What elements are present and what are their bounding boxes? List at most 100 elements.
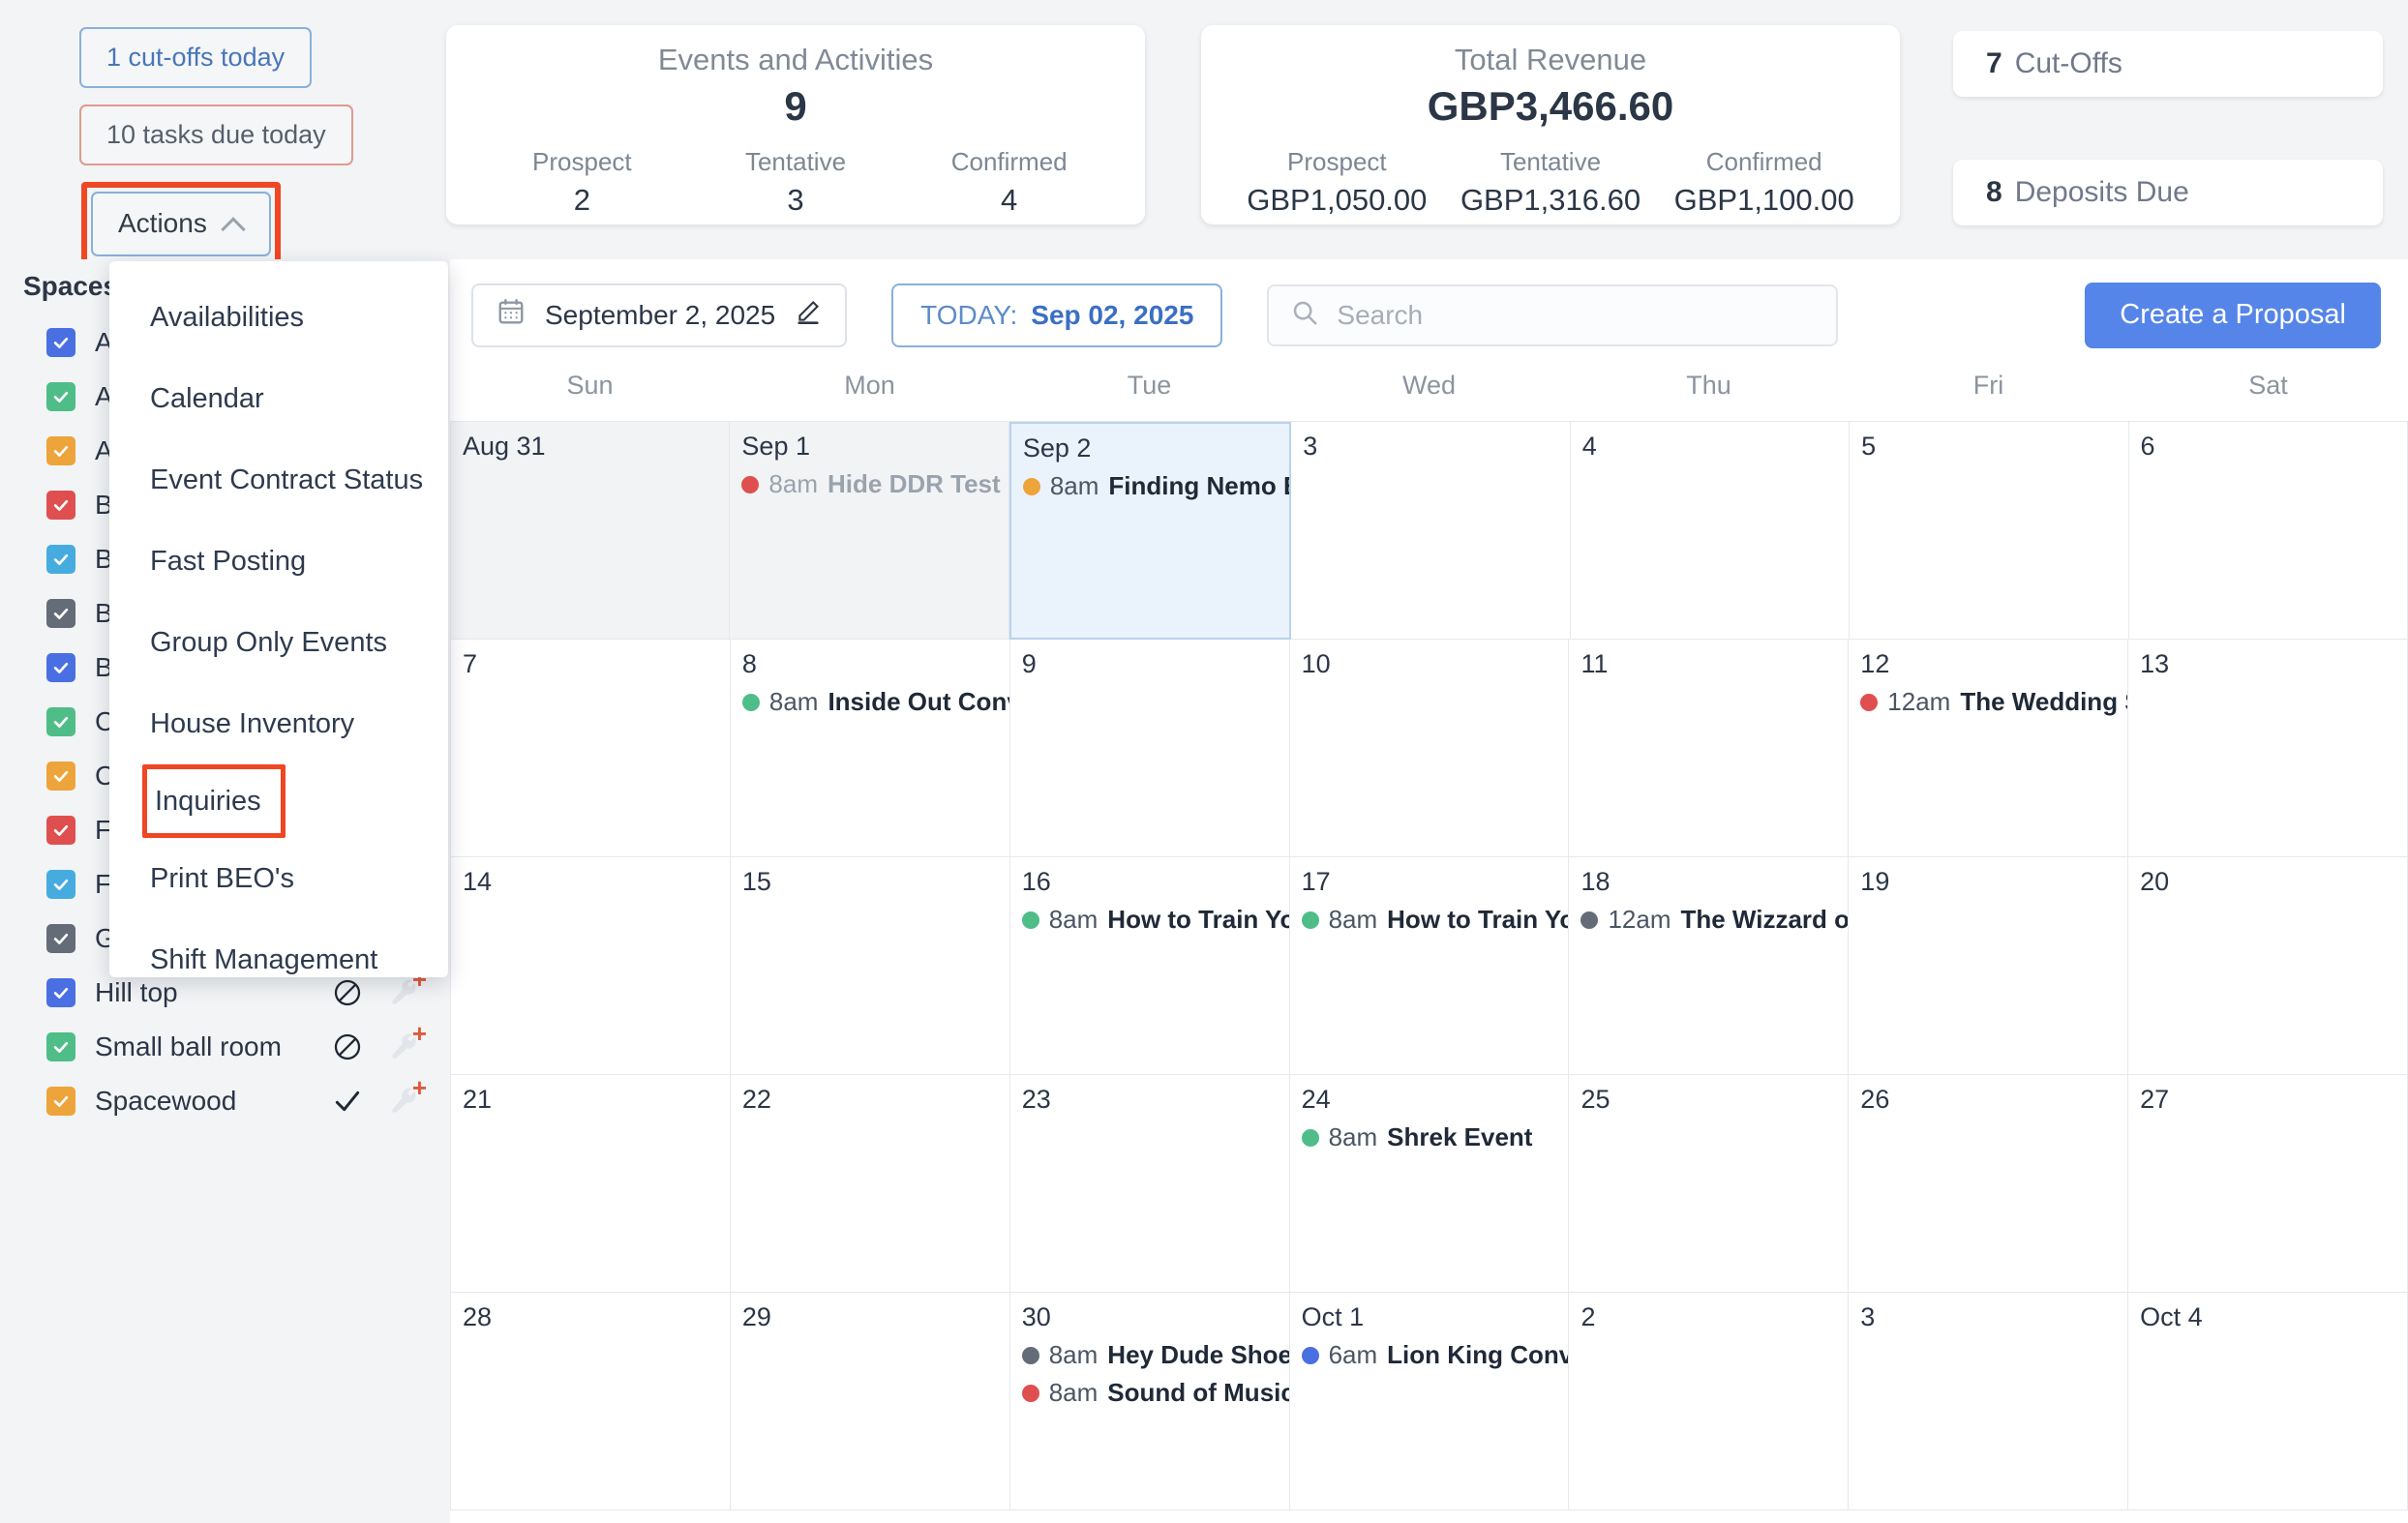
calendar-day-cell[interactable]: 6 [2128, 422, 2408, 640]
calendar-day-cell[interactable]: 17 8am How to Train Your [1289, 857, 1570, 1075]
calendar-event[interactable]: 8am Inside Out Convention [741, 687, 1009, 717]
calendar-event[interactable]: 12am The Wedding Singer [1860, 687, 2127, 717]
calendar-day-cell[interactable]: 14 [451, 857, 731, 1075]
calendar-day-cell[interactable]: 27 [2128, 1075, 2408, 1293]
space-checkbox[interactable] [46, 924, 75, 953]
calendar-day-cell[interactable]: 4 [1570, 422, 1851, 640]
calendar-day-cell[interactable]: Oct 1 6am Lion King Convent [1289, 1293, 1570, 1510]
day-number: 8 [741, 649, 757, 678]
calendar-day-cell[interactable]: Oct 4 [2128, 1293, 2408, 1510]
calendar-day-cell[interactable]: 23 [1009, 1075, 1290, 1293]
calendar-day-cell[interactable]: 7 [451, 640, 731, 857]
wrench-add-icon[interactable]: + [388, 1075, 427, 1118]
calendar-day-cell[interactable]: Sep 2 8am Finding Nemo Event [1008, 422, 1292, 640]
calendar-day-cell[interactable]: 9 [1009, 640, 1290, 857]
space-checkbox[interactable] [46, 870, 75, 899]
calendar-event[interactable]: 8am Shrek Event [1301, 1122, 1569, 1152]
actions-menu-item[interactable]: Inquiries [142, 764, 286, 838]
space-checkbox[interactable] [46, 1087, 75, 1116]
available-check-icon[interactable] [332, 1086, 363, 1117]
calendar-day-cell[interactable]: Aug 31 [451, 422, 731, 640]
day-number: 24 [1301, 1085, 1331, 1114]
create-proposal-button[interactable]: Create a Proposal [2085, 282, 2381, 348]
space-row[interactable]: Small ball room + [19, 1020, 450, 1074]
calendar-day-cell[interactable]: 2 [1569, 1293, 1850, 1510]
space-checkbox[interactable] [46, 491, 75, 520]
calendar-day-cell[interactable]: 11 [1569, 640, 1850, 857]
event-title: Shrek Event [1387, 1122, 1533, 1151]
space-checkbox[interactable] [46, 328, 75, 357]
date-picker[interactable]: September 2, 2025 [471, 283, 848, 347]
actions-menu-item[interactable]: Calendar [150, 382, 264, 414]
events-card-total: 9 [784, 83, 807, 129]
space-checkbox[interactable] [46, 436, 75, 465]
calendar-week-row: 21 22 23 24 8am Shrek Event 25 26 27 [451, 1075, 2408, 1293]
wrench-add-icon[interactable]: + [388, 1021, 427, 1063]
space-checkbox[interactable] [46, 762, 75, 791]
calendar-day-cell[interactable]: 26 [1849, 1075, 2129, 1293]
calendar-day-cell[interactable]: 25 [1569, 1075, 1850, 1293]
blocked-icon[interactable] [332, 977, 363, 1008]
calendar-event[interactable]: 12am The Wizzard of Oz [1580, 905, 1848, 935]
calendar-day-cell[interactable]: 18 12am The Wizzard of Oz [1569, 857, 1850, 1075]
deposits-due-card[interactable]: 8 Deposits Due [1953, 160, 2383, 225]
space-checkbox[interactable] [46, 382, 75, 411]
search-container[interactable] [1267, 284, 1839, 346]
calendar-day-cell[interactable]: 3 [1291, 422, 1571, 640]
space-checkbox[interactable] [46, 653, 75, 682]
calendar-day-cell[interactable]: Sep 1 8am Hide DDR Test [730, 422, 1009, 640]
actions-button[interactable]: Actions [91, 192, 271, 256]
space-checkbox[interactable] [46, 707, 75, 736]
calendar-day-cell[interactable]: 12 12am The Wedding Singer [1849, 640, 2129, 857]
calendar-day-cell[interactable]: 10 [1289, 640, 1570, 857]
calendar-day-cell[interactable]: 5 [1850, 422, 2129, 640]
calendar-day-cell[interactable]: 20 [2128, 857, 2408, 1075]
revenue-confirmed-label: Confirmed [1705, 147, 1822, 176]
calendar-day-cell[interactable]: 16 8am How to Train Your [1009, 857, 1290, 1075]
calendar-event[interactable]: 8am Sound of Music Re [1021, 1378, 1289, 1408]
calendar-day-cell[interactable]: 8 8am Inside Out Convention [730, 640, 1010, 857]
space-checkbox[interactable] [46, 545, 75, 574]
revenue-prospect-value: GBP1,050.00 [1247, 183, 1428, 217]
actions-menu-item[interactable]: Shift Management [150, 943, 378, 975]
today-button[interactable]: TODAY: Sep 02, 2025 [891, 283, 1223, 347]
edit-pencil-icon[interactable] [795, 298, 822, 332]
calendar-event[interactable]: 8am Hey Dude Shoes Co [1021, 1340, 1289, 1370]
blocked-icon[interactable] [332, 1031, 363, 1062]
cutoffs-today-pill[interactable]: 1 cut-offs today [79, 27, 313, 88]
calendar-day-cell[interactable]: 3 [1849, 1293, 2129, 1510]
space-row[interactable]: Spacewood + [19, 1074, 450, 1128]
calendar-event[interactable]: 8am Hide DDR Test [741, 469, 1008, 499]
calendar-day-cell[interactable]: 24 8am Shrek Event [1289, 1075, 1570, 1293]
actions-menu-item[interactable]: Availabilities [150, 301, 305, 333]
actions-menu-item[interactable]: Group Only Events [150, 626, 387, 658]
cut-offs-card[interactable]: 7 Cut-Offs [1953, 31, 2383, 97]
tasks-due-today-pill[interactable]: 10 tasks due today [79, 105, 353, 165]
revenue-col-confirmed: Confirmed GBP1,100.00 [1657, 147, 1871, 218]
actions-menu-item[interactable]: Event Contract Status [150, 463, 424, 495]
space-checkbox[interactable] [46, 816, 75, 845]
calendar-day-cell[interactable]: 30 8am Hey Dude Shoes Co 8am Sound of Music … [1009, 1293, 1290, 1510]
calendar-day-cell[interactable]: 28 [451, 1293, 731, 1510]
calendar-day-cell[interactable]: 19 [1849, 857, 2129, 1075]
space-checkbox[interactable] [46, 599, 75, 628]
space-checkbox[interactable] [46, 1032, 75, 1061]
calendar-event[interactable]: 6am Lion King Convent [1301, 1340, 1568, 1370]
calendar-day-cell[interactable]: 15 [730, 857, 1010, 1075]
calendar-event[interactable]: 8am Finding Nemo Event [1022, 471, 1289, 501]
calendar-day-cell[interactable]: 22 [730, 1075, 1010, 1293]
actions-menu-item[interactable]: Print BEO's [150, 862, 294, 894]
calendar-day-cell[interactable]: 13 [2128, 640, 2408, 857]
event-status-dot [1021, 911, 1039, 929]
day-number: 23 [1021, 1085, 1051, 1114]
event-title: Finding Nemo Event [1108, 471, 1289, 500]
actions-menu-item[interactable]: Fast Posting [150, 545, 307, 577]
space-checkbox[interactable] [46, 978, 75, 1007]
actions-menu-item[interactable]: House Inventory [150, 707, 355, 739]
calendar-day-cell[interactable]: 29 [730, 1293, 1010, 1510]
calendar-week-row: 14 15 16 8am How to Train Your 17 8am How to Tr… [451, 857, 2408, 1075]
calendar-event[interactable]: 8am How to Train Your [1301, 905, 1568, 935]
calendar-day-cell[interactable]: 21 [451, 1075, 731, 1293]
search-input[interactable] [1337, 299, 1816, 331]
calendar-event[interactable]: 8am How to Train Your [1021, 905, 1289, 935]
